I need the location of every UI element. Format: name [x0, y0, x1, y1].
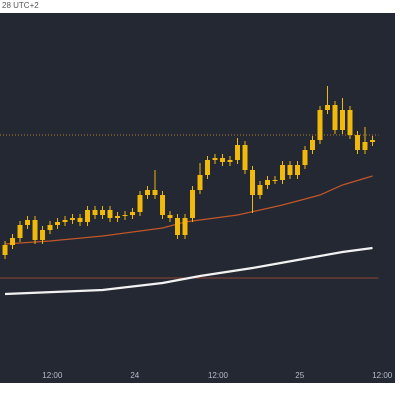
candle-body [182, 218, 188, 235]
candle-body [310, 140, 316, 150]
candle-body [280, 165, 286, 180]
candle-body [17, 225, 23, 238]
candle-body [55, 222, 61, 225]
chart-area [0, 13, 395, 383]
candle-body [197, 175, 203, 190]
candle-body [340, 110, 346, 130]
candle-body [302, 150, 308, 165]
candle-body [205, 160, 211, 175]
candle-body [85, 210, 91, 222]
candle-body [175, 218, 181, 235]
candle-body [160, 195, 166, 215]
candle-body [32, 220, 38, 240]
candle-body [370, 140, 376, 142]
x-tick-label: 12:00 [372, 371, 393, 380]
candle-body [167, 215, 173, 218]
candle-body [257, 185, 263, 195]
candle-body [355, 135, 361, 150]
candle-body [332, 105, 338, 130]
candle-body [92, 210, 98, 215]
candle-body [242, 145, 248, 170]
candle-body [107, 210, 113, 218]
candle-body [250, 170, 256, 195]
moving-average [4, 175, 373, 245]
candle-body [130, 212, 136, 215]
candle-body [62, 220, 68, 222]
candle-body [122, 215, 128, 216]
candle-body [70, 218, 76, 220]
x-tick-label: 25 [295, 371, 304, 380]
candle-body [220, 158, 226, 162]
candle-body [317, 110, 323, 140]
candle-body [152, 190, 158, 195]
candle-body [265, 180, 271, 185]
x-tick-label: 24 [130, 371, 139, 380]
candle-body [25, 220, 31, 225]
candle-body [347, 110, 353, 135]
x-tick-label: 12:00 [208, 371, 229, 380]
x-tick-label: 12:00 [42, 371, 63, 380]
candle-body [227, 160, 233, 162]
candle-body [145, 190, 151, 195]
candle-body [77, 218, 83, 222]
candle-body [40, 230, 46, 240]
candle-body [115, 216, 121, 218]
candle-body [190, 190, 196, 218]
candle-body [295, 165, 301, 175]
header-text: 28 UTC+2 [2, 1, 39, 10]
candle-body [100, 210, 106, 215]
moving-average [4, 246, 373, 296]
candle-body [235, 145, 241, 160]
candle-body [47, 225, 53, 230]
candle-body [10, 238, 16, 245]
candle-body [212, 158, 218, 160]
candle-body [325, 105, 331, 110]
candle-body [137, 195, 143, 212]
candle-body [2, 245, 8, 255]
candle-body [272, 180, 278, 181]
candle-body [287, 165, 293, 175]
candle-body [362, 142, 368, 150]
